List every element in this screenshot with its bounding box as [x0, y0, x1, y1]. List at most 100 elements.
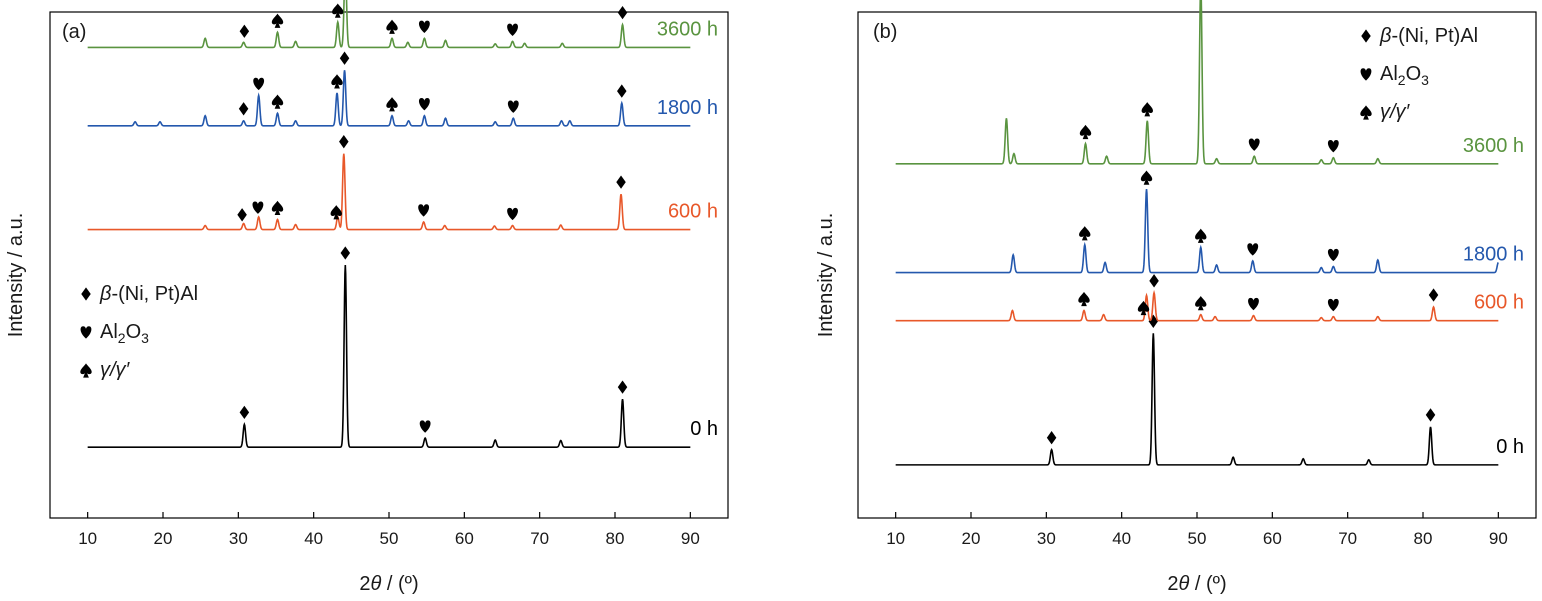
series-line — [895, 189, 1499, 274]
heart-marker — [1247, 243, 1259, 256]
legend-label: γ/γ′ — [1380, 101, 1411, 123]
heart-marker — [1248, 297, 1259, 311]
spade-marker — [271, 94, 284, 109]
diamond-marker — [616, 175, 626, 189]
series-600h: 600 h — [895, 274, 1524, 322]
series-label: 3600 h — [1463, 135, 1524, 157]
x-tick-label: 20 — [962, 529, 981, 548]
series-1800h: 1800 h — [87, 51, 718, 127]
diamond-marker — [340, 246, 351, 260]
heart-marker — [419, 420, 431, 433]
series-label: 0 h — [690, 418, 718, 440]
spade-marker — [386, 97, 398, 112]
series-label: 0 h — [1496, 436, 1524, 458]
legend-diamond-icon — [81, 287, 91, 301]
heart-marker — [418, 20, 430, 33]
series-line — [87, 264, 691, 448]
y-axis-label: Intensity / a.u. — [815, 213, 837, 338]
series-3600h: 3600 h — [87, 0, 718, 49]
legend-label: β-(Ni, Pt)Al — [1379, 25, 1478, 47]
x-axis-label: 2θ / (º) — [359, 573, 418, 595]
panel-tag: (b) — [873, 21, 897, 43]
diamond-marker — [339, 135, 349, 149]
x-tick-label: 10 — [78, 529, 97, 548]
heart-marker — [418, 98, 430, 111]
legend: β-(Ni, Pt)Al Al2O3 γ/γ′ — [80, 283, 198, 381]
legend-label: γ/γ′ — [100, 359, 131, 381]
series-label: 600 h — [668, 201, 718, 223]
spade-marker — [271, 200, 284, 216]
heart-marker — [1327, 298, 1339, 312]
series-label: 600 h — [1474, 292, 1524, 314]
heart-marker — [1327, 140, 1339, 153]
series-label: 3600 h — [657, 18, 718, 40]
x-tick-label: 90 — [1489, 529, 1508, 548]
series-0h: 0 h — [87, 246, 718, 448]
diamond-marker — [339, 51, 350, 65]
x-tick-label: 50 — [1188, 529, 1207, 548]
heart-marker — [252, 201, 264, 214]
spade-marker — [1079, 226, 1091, 241]
legend-heart-icon — [1360, 68, 1372, 81]
x-tick-label: 70 — [530, 529, 549, 548]
plot-frame — [49, 11, 729, 519]
diamond-marker — [617, 6, 628, 20]
diamond-marker — [1148, 314, 1159, 328]
diamond-marker — [617, 84, 627, 98]
spade-marker — [1078, 291, 1090, 307]
x-tick-label: 40 — [304, 529, 323, 548]
diamond-marker — [239, 24, 250, 38]
x-axis-label: 2θ / (º) — [1167, 573, 1226, 595]
spade-marker — [1079, 124, 1092, 140]
legend-label: β-(Ni, Pt)Al — [99, 283, 198, 305]
diamond-marker — [239, 405, 250, 420]
heart-marker — [507, 207, 518, 221]
heart-marker — [1248, 138, 1260, 151]
heart-marker — [418, 204, 430, 217]
x-tick-label: 70 — [1338, 529, 1357, 548]
legend-label: Al2O3 — [1380, 63, 1429, 88]
heart-marker — [507, 100, 519, 113]
plot-frame — [857, 11, 1537, 519]
x-tick-label: 50 — [380, 529, 399, 548]
x-tick-label: 30 — [229, 529, 248, 548]
heart-marker — [1327, 248, 1339, 262]
panel-a: 10 20 30 40 50 60 70 80 90 2θ / (º) Intensity / a.… — [5, 0, 729, 595]
series-label: 1800 h — [657, 97, 718, 119]
x-tick-label: 60 — [455, 529, 474, 548]
legend: β-(Ni, Pt)Al Al2O3 γ/γ′ — [1360, 25, 1478, 123]
legend-diamond-icon — [1361, 29, 1371, 43]
series-line — [895, 333, 1499, 466]
spade-marker — [332, 3, 344, 18]
diamond-marker — [238, 102, 249, 116]
x-tick-label: 90 — [681, 529, 700, 548]
series-600h: 600 h — [87, 135, 718, 231]
series-line — [87, 0, 691, 49]
diamond-marker — [1046, 431, 1057, 445]
diamond-marker — [617, 380, 628, 394]
spade-marker — [1140, 170, 1153, 185]
spade-marker — [1195, 295, 1207, 311]
diamond-marker — [237, 208, 247, 222]
series-3600h: 3600 h — [895, 0, 1524, 165]
series-line — [895, 0, 1499, 165]
x-tick-label: 40 — [1112, 529, 1131, 548]
series-1800h: 1800 h — [895, 170, 1524, 274]
spade-marker — [1141, 102, 1153, 117]
spade-marker — [1195, 228, 1207, 243]
spade-marker — [330, 205, 342, 220]
heart-marker — [253, 77, 265, 91]
legend-spade-icon — [1360, 105, 1372, 120]
spade-marker — [1137, 300, 1150, 316]
x-tick-label: 60 — [1263, 529, 1282, 548]
diamond-marker — [1428, 288, 1439, 302]
series-0h: 0 h — [895, 314, 1524, 466]
series-line — [87, 153, 691, 231]
x-tick-label: 30 — [1037, 529, 1056, 548]
spade-marker — [386, 19, 398, 34]
diamond-marker — [1425, 408, 1436, 422]
x-tick-label: 80 — [606, 529, 625, 548]
legend-spade-icon — [80, 363, 92, 378]
spade-marker — [331, 74, 343, 89]
